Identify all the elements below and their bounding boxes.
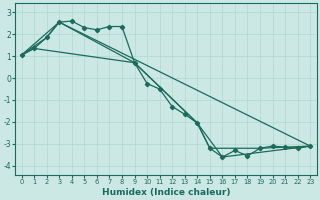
X-axis label: Humidex (Indice chaleur): Humidex (Indice chaleur)	[102, 188, 230, 197]
